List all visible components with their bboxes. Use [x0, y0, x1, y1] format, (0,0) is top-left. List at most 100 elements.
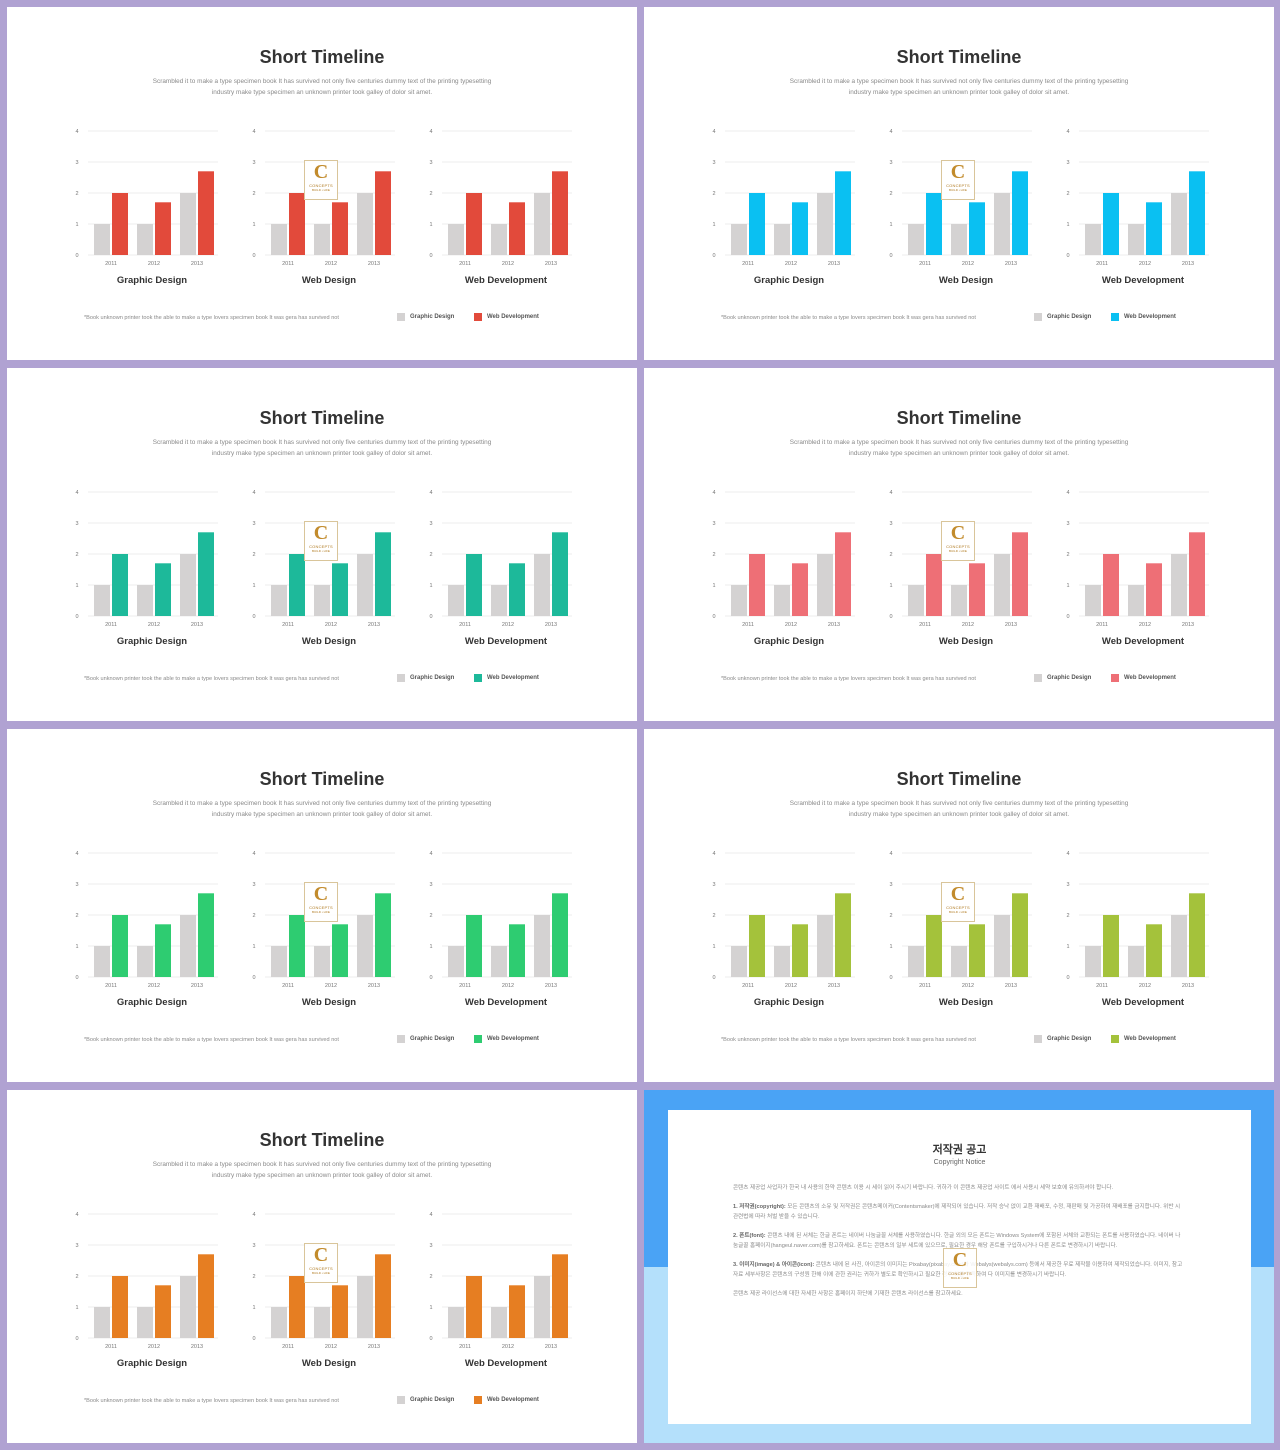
y-tick-label: 3 [712, 882, 715, 888]
x-tick-label: 2011 [459, 983, 471, 989]
y-tick-label: 2 [1066, 191, 1069, 197]
bar-web-development [198, 532, 214, 616]
x-tick-label: 2013 [1005, 622, 1017, 628]
y-tick-label: 1 [712, 944, 715, 950]
bar-graphic-design [774, 224, 790, 255]
bar-web-development [969, 924, 985, 977]
x-tick-label: 2011 [282, 1344, 294, 1350]
bar-web-development [1012, 893, 1028, 977]
copyright-slide[interactable]: 저작권 공고 Copyright Notice 콘텐츠 제공업 사업자가 한국 내 … [644, 1090, 1274, 1443]
y-tick-label: 1 [252, 1305, 255, 1311]
bar-graphic-design [1128, 585, 1144, 616]
bar-graphic-design [314, 946, 330, 977]
y-tick-label: 1 [75, 222, 78, 228]
concepts-logo: C CONCEPTS BUILD • LIFE [943, 1248, 977, 1288]
x-tick-label: 2012 [962, 983, 974, 989]
y-tick-label: 1 [1066, 944, 1069, 950]
y-tick-label: 0 [1066, 975, 1069, 981]
bar-web-development [1189, 893, 1205, 977]
logo-word: CONCEPTS [309, 1266, 333, 1271]
bar-web-development [466, 1276, 482, 1338]
y-tick-label: 2 [75, 1274, 78, 1280]
copyright-title: 저작권 공고 [932, 1144, 987, 1156]
y-tick-label: 4 [252, 490, 255, 496]
copyright-paragraph: 3. 이미지(image) & 아이콘(icon): 콘텐츠 내에 된 사진, … [733, 1260, 1185, 1281]
slide-thumbnail[interactable]: Short Timeline Scrambled it to make a typ… [644, 729, 1274, 1082]
slide-thumbnail[interactable]: Short Timeline Scrambled it to make a typ… [644, 7, 1274, 360]
logo-word: CONCEPTS [946, 544, 970, 549]
x-tick-label: 2013 [545, 261, 557, 267]
copyright-heading: 2. 폰트(font): [733, 1232, 766, 1239]
copyright-heading: 1. 저작권(copyright): [733, 1203, 786, 1210]
y-tick-label: 4 [1066, 129, 1069, 135]
y-tick-label: 2 [252, 191, 255, 197]
bar-graphic-design [314, 1307, 330, 1338]
y-tick-label: 0 [1066, 614, 1069, 620]
slide-thumbnail[interactable]: Short Timeline Scrambled it to make a typ… [7, 368, 637, 721]
x-tick-label: 2013 [545, 983, 557, 989]
bar-chart: 0 1 2 3 4 2011 2012 2013 [429, 851, 572, 989]
chart-title: Graphic Design [753, 275, 825, 286]
subtitle-line: industry make type specimen an unknown p… [211, 450, 433, 457]
x-tick-label: 2011 [105, 1344, 117, 1350]
chart-title: Web Development [1101, 636, 1185, 647]
y-tick-label: 3 [75, 160, 78, 166]
bar-web-development [155, 202, 171, 255]
x-tick-label: 2011 [742, 983, 754, 989]
logo-tagline: BUILD • LIFE [312, 549, 330, 553]
copyright-paragraph: 1. 저작권(copyright): 모든 콘텐츠의 소유 및 저작권은 콘텐츠… [733, 1202, 1185, 1223]
slide-thumbnail[interactable]: Short Timeline Scrambled it to make a typ… [7, 7, 637, 360]
slide-thumbnail[interactable]: Short Timeline Scrambled it to make a typ… [7, 729, 637, 1082]
bar-web-development [749, 193, 765, 255]
legend-item-web-development: Web Development [474, 313, 539, 321]
y-tick-label: 2 [889, 552, 892, 558]
slide-title: Short Timeline [259, 47, 385, 67]
x-tick-label: 2011 [919, 261, 931, 267]
y-tick-label: 2 [712, 191, 715, 197]
logo-tagline: BUILD • LIFE [951, 1276, 969, 1280]
bar-chart: 0 1 2 3 4 2011 2012 2013 [75, 490, 218, 628]
bar-web-development [792, 924, 808, 977]
bar-graphic-design [180, 1276, 196, 1338]
x-tick-label: 2013 [191, 261, 203, 267]
slide-thumbnail[interactable]: Short Timeline Scrambled it to make a typ… [7, 1090, 637, 1443]
logo-word: CONCEPTS [309, 544, 333, 549]
copyright-card: 저작권 공고 Copyright Notice 콘텐츠 제공업 사업자가 한국 내 … [668, 1110, 1251, 1424]
bar-graphic-design [774, 585, 790, 616]
legend-swatch [474, 1396, 482, 1404]
bar-graphic-design [180, 554, 196, 616]
footnote: *Book unknown printer took the able to m… [84, 315, 339, 321]
bar-chart: 0 1 2 3 4 2011 2012 2013 [252, 1212, 395, 1350]
bar-web-development [466, 554, 482, 616]
bar-chart: 0 1 2 3 4 2011 2012 2013 [712, 851, 855, 989]
slide-thumbnail[interactable]: Short Timeline Scrambled it to make a typ… [644, 368, 1274, 721]
y-tick-label: 4 [252, 1212, 255, 1218]
y-tick-label: 2 [1066, 552, 1069, 558]
legend-swatch [474, 1035, 482, 1043]
legend-label: Web Development [1124, 314, 1176, 320]
concepts-logo: C CONCEPTS BUILD • LIFE [304, 1243, 338, 1283]
chart-title: Graphic Design [116, 997, 188, 1008]
y-tick-label: 2 [252, 913, 255, 919]
copyright-text: 모든 콘텐츠의 소유 및 저작권은 콘텐츠메이커(Contentsmaker)에… [733, 1203, 1181, 1221]
bar-graphic-design [271, 1307, 287, 1338]
y-tick-label: 2 [429, 1274, 432, 1280]
bar-chart: 0 1 2 3 4 2011 2012 2013 [429, 129, 572, 267]
logo-word: CONCEPTS [946, 183, 970, 188]
y-tick-label: 2 [252, 552, 255, 558]
bar-graphic-design [137, 224, 153, 255]
legend-swatch [474, 674, 482, 682]
x-tick-label: 2012 [148, 622, 160, 628]
legend-label: Graphic Design [410, 1036, 455, 1042]
x-tick-label: 2013 [368, 622, 380, 628]
x-tick-label: 2012 [785, 261, 797, 267]
legend-item-web-development: Web Development [474, 1035, 539, 1043]
bar-graphic-design [1085, 946, 1101, 977]
bar-web-development [1146, 924, 1162, 977]
bar-graphic-design [491, 1307, 507, 1338]
x-tick-label: 2012 [1139, 983, 1151, 989]
logo-tagline: BUILD • LIFE [949, 188, 967, 192]
footnote: *Book unknown printer took the able to m… [84, 1037, 339, 1043]
bar-chart: 0 1 2 3 4 2011 2012 2013 [75, 1212, 218, 1350]
bar-web-development [1146, 563, 1162, 616]
